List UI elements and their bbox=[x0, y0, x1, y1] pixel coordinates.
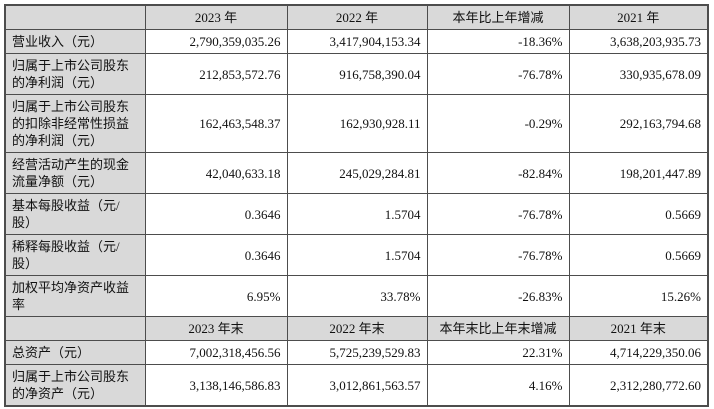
year-header-cell: 2022 年末 bbox=[286, 316, 428, 341]
table-row: 总资产（元） 7,002,318,456.56 5,725,239,529.83 22… bbox=[4, 340, 709, 365]
amount-cell: 212,853,572.76 bbox=[144, 53, 288, 95]
row-label-cell: 稀释每股收益（元/股） bbox=[4, 234, 146, 276]
financial-summary-table: 2023 年 2022 年本年比上年增减 2021 年营业收入（元） 2,790,35… bbox=[4, 4, 709, 407]
row-label-cell: 经营活动产生的现金流量净额（元） bbox=[4, 152, 146, 194]
change-percent-cell: -82.84% bbox=[426, 152, 570, 194]
amount-cell: 162,463,548.37 bbox=[144, 94, 288, 153]
change-percent-cell: -76.78% bbox=[426, 234, 570, 276]
amount-cell: 2,790,359,035.26 bbox=[144, 29, 288, 54]
document-page: 2023 年 2022 年本年比上年增减 2021 年营业收入（元） 2,790,35… bbox=[0, 4, 714, 409]
amount-cell: 0.3646 bbox=[144, 234, 288, 276]
change-percent-cell: 4.16% bbox=[426, 364, 570, 407]
amount-cell: 4,714,229,350.06 bbox=[568, 340, 709, 365]
row-label-cell: 归属于上市公司股东的净利润（元） bbox=[4, 53, 146, 95]
amount-cell: 0.5669 bbox=[568, 234, 709, 276]
amount-cell: 330,935,678.09 bbox=[568, 53, 709, 95]
row-label-cell: 加权平均净资产收益率 bbox=[4, 275, 146, 317]
amount-cell: 5,725,239,529.83 bbox=[286, 340, 428, 365]
row-label-cell: 归属于上市公司股东的扣除非经常性损益的净利润（元） bbox=[4, 94, 146, 153]
table-row: 稀释每股收益（元/股） 0.3646 1.5704 -76.78% 0.5669 bbox=[4, 234, 709, 276]
change-percent-cell: -0.29% bbox=[426, 94, 570, 153]
amount-cell: 1.5704 bbox=[286, 234, 428, 276]
year-header-cell: 2022 年 bbox=[286, 4, 428, 30]
change-percent-cell: -76.78% bbox=[426, 193, 570, 235]
table-row: 基本每股收益（元/股） 0.3646 1.5704 -76.78% 0.5669 bbox=[4, 193, 709, 235]
amount-cell: 916,758,390.04 bbox=[286, 53, 428, 95]
year-header-cell: 2023 年 bbox=[144, 4, 288, 30]
row-label-cell: 基本每股收益（元/股） bbox=[4, 193, 146, 235]
amount-cell: 3,012,861,563.57 bbox=[286, 364, 428, 407]
amount-cell: 42,040,633.18 bbox=[144, 152, 288, 194]
table-row: 营业收入（元） 2,790,359,035.26 3,417,904,153.34-… bbox=[4, 29, 709, 54]
year-header-cell: 2021 年末 bbox=[568, 316, 709, 341]
amount-cell: 6.95% bbox=[144, 275, 288, 317]
amount-cell: 0.5669 bbox=[568, 193, 709, 235]
amount-cell: 33.78% bbox=[286, 275, 428, 317]
change-percent-cell: -18.36% bbox=[426, 29, 570, 54]
amount-cell: 198,201,447.89 bbox=[568, 152, 709, 194]
amount-cell: 3,138,146,586.83 bbox=[144, 364, 288, 407]
amount-cell: 3,638,203,935.73 bbox=[568, 29, 709, 54]
amount-cell: 15.26% bbox=[568, 275, 709, 317]
amount-cell: 1.5704 bbox=[286, 193, 428, 235]
table-row: 归属于上市公司股东的扣除非经常性损益的净利润（元） 162,463,548.37 1… bbox=[4, 94, 709, 153]
period-header-row: 2023 年末 2022 年末 本年末比上年末增减 2021 年末 bbox=[4, 316, 709, 341]
amount-cell: 0.3646 bbox=[144, 193, 288, 235]
amount-cell: 292,163,794.68 bbox=[568, 94, 709, 153]
amount-cell: 3,417,904,153.34 bbox=[286, 29, 428, 54]
row-label-cell: 总资产（元） bbox=[4, 340, 146, 365]
header-corner-cell bbox=[4, 316, 146, 341]
row-label-cell: 营业收入（元） bbox=[4, 29, 146, 54]
table-row: 经营活动产生的现金流量净额（元） 42,040,633.18 245,029,284… bbox=[4, 152, 709, 194]
table-row: 归属于上市公司股东的净资产（元） 3,138,146,586.83 3,012,86… bbox=[4, 364, 709, 407]
year-header-cell: 本年末比上年末增减 bbox=[426, 316, 570, 341]
year-header-cell: 本年比上年增减 bbox=[426, 4, 570, 30]
table-row: 加权平均净资产收益率 6.95% 33.78% -26.83% 15.26% bbox=[4, 275, 709, 317]
amount-cell: 2,312,280,772.60 bbox=[568, 364, 709, 407]
header-corner-cell bbox=[4, 4, 146, 30]
change-percent-cell: 22.31% bbox=[426, 340, 570, 365]
year-header-cell: 2021 年 bbox=[568, 4, 709, 30]
table-row: 归属于上市公司股东的净利润（元） 212,853,572.76 916,758,39… bbox=[4, 53, 709, 95]
amount-cell: 162,930,928.11 bbox=[286, 94, 428, 153]
row-label-cell: 归属于上市公司股东的净资产（元） bbox=[4, 364, 146, 407]
change-percent-cell: -76.78% bbox=[426, 53, 570, 95]
change-percent-cell: -26.83% bbox=[426, 275, 570, 317]
year-header-cell: 2023 年末 bbox=[144, 316, 288, 341]
amount-cell: 7,002,318,456.56 bbox=[144, 340, 288, 365]
amount-cell: 245,029,284.81 bbox=[286, 152, 428, 194]
financial-table-body: 2023 年 2022 年本年比上年增减 2021 年营业收入（元） 2,790,35… bbox=[4, 4, 709, 407]
period-header-row: 2023 年 2022 年本年比上年增减 2021 年 bbox=[4, 4, 709, 30]
